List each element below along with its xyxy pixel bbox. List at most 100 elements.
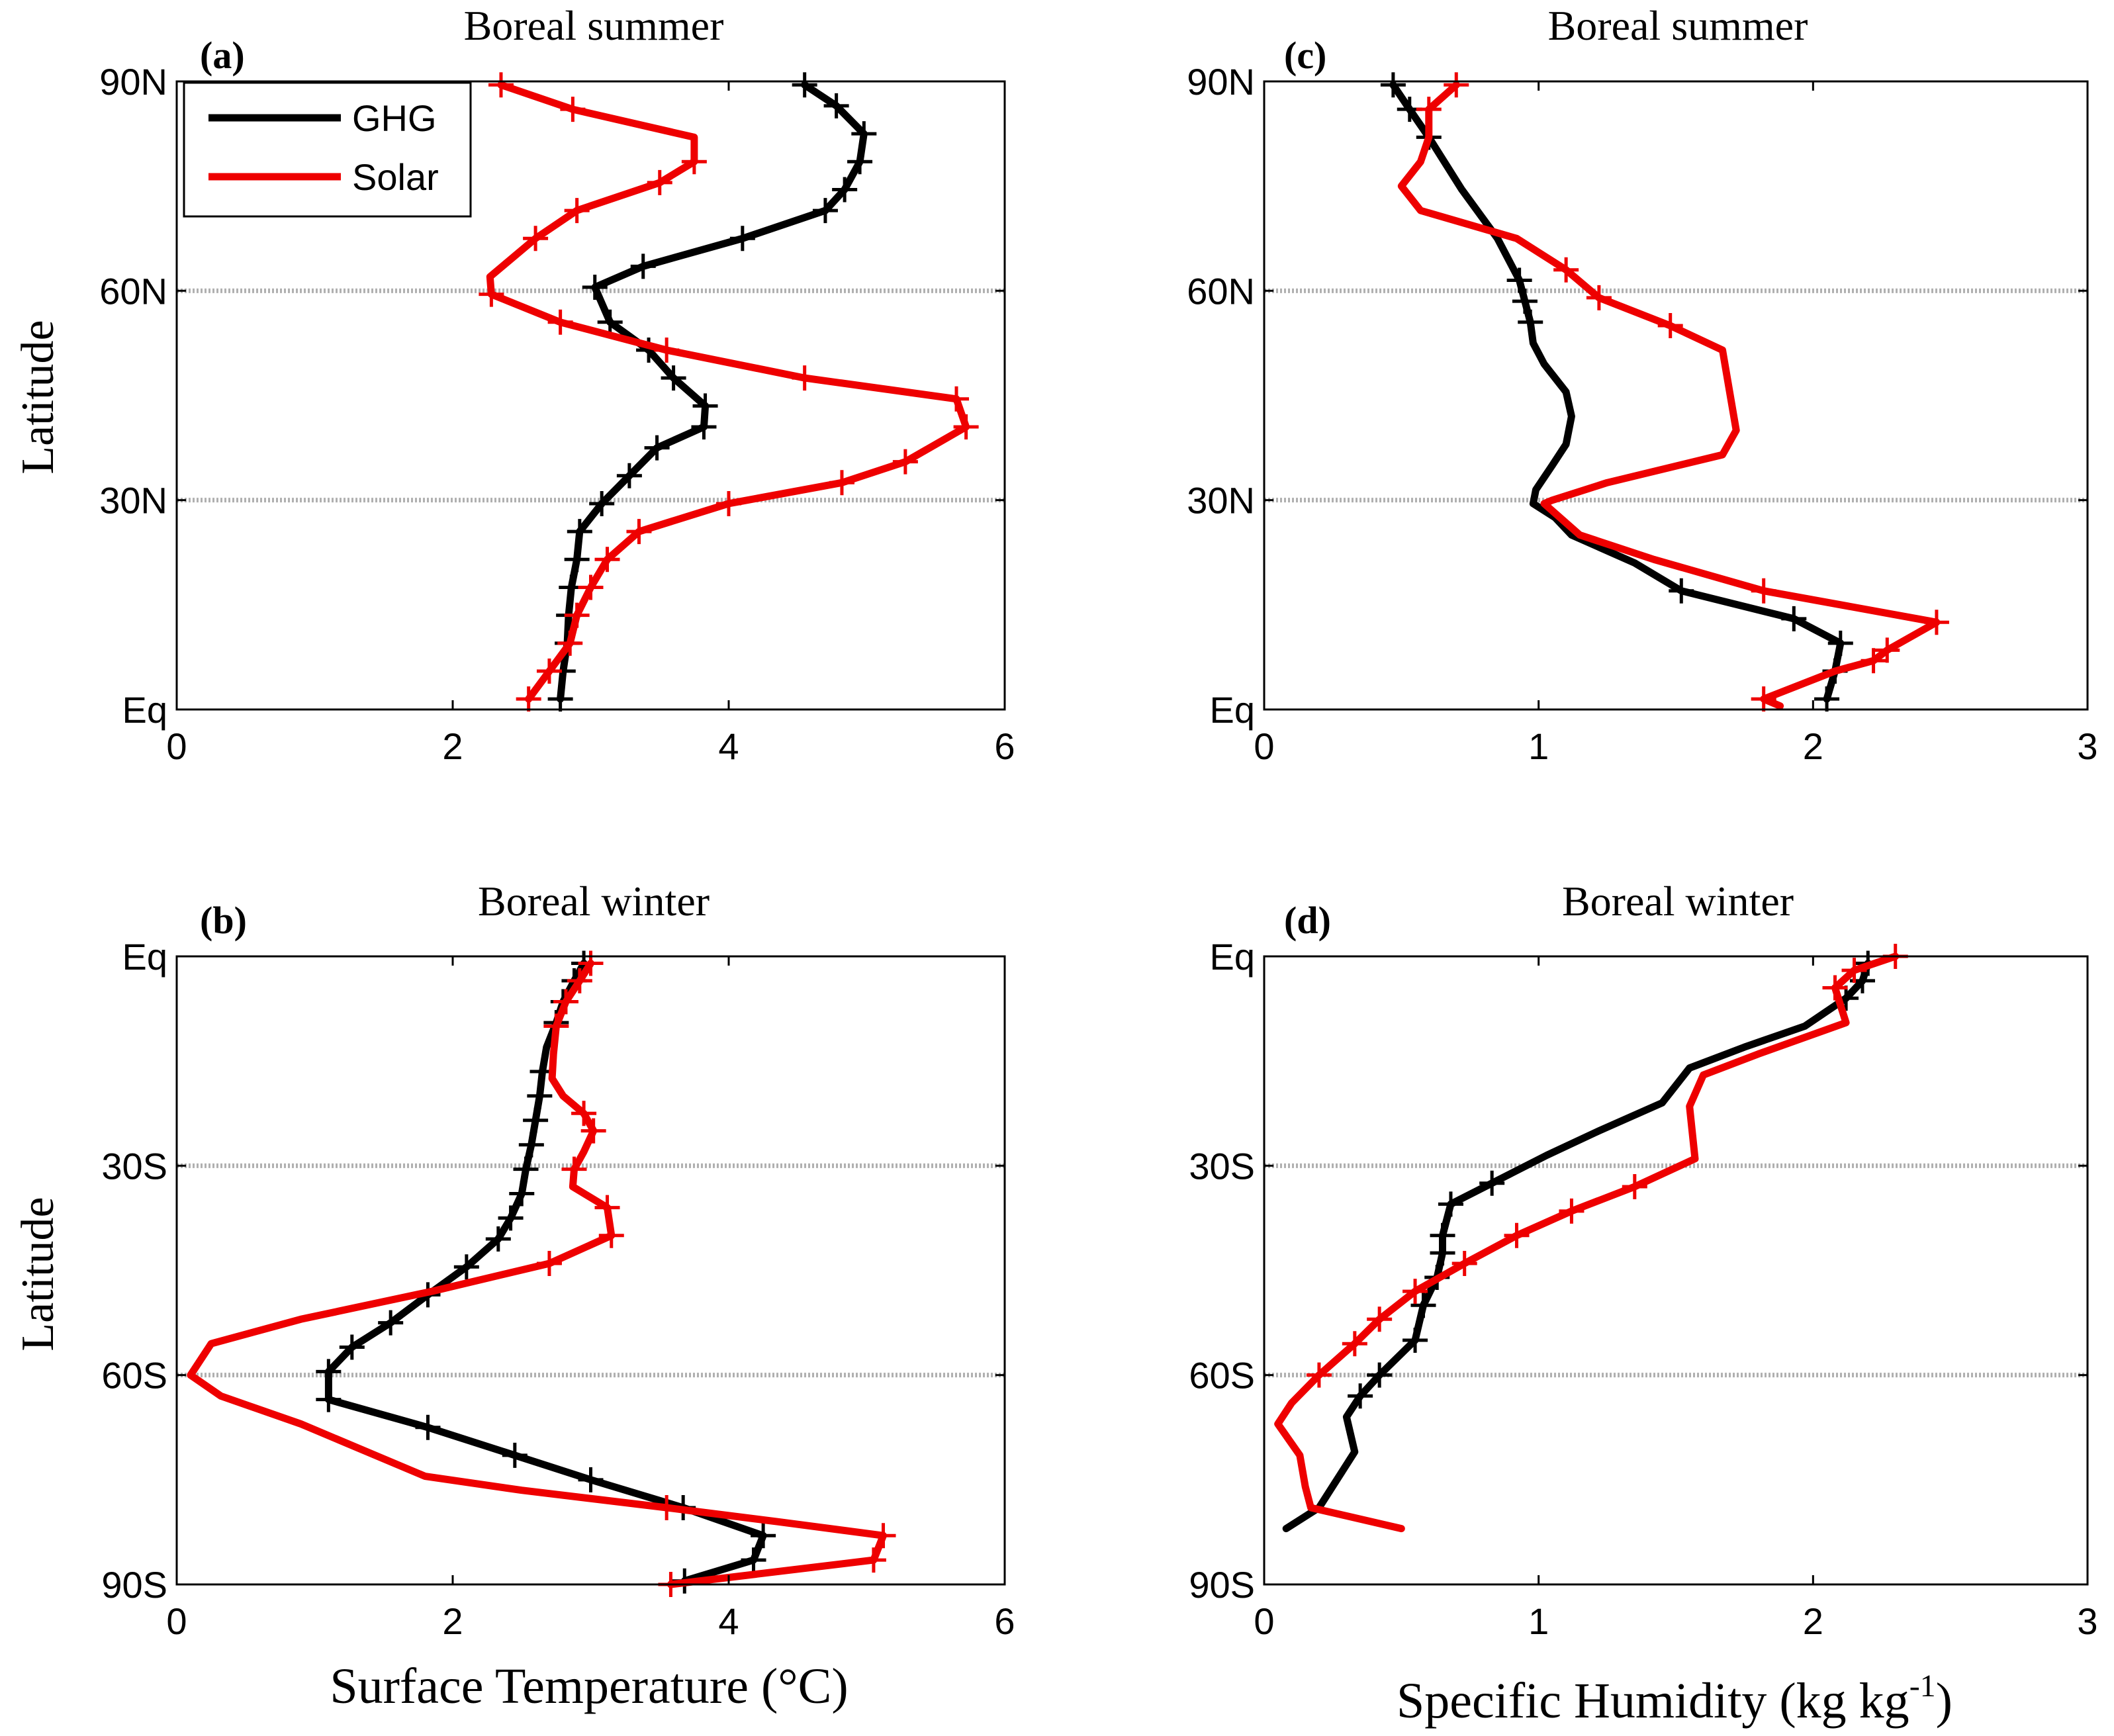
legend-box: [183, 81, 472, 218]
y-tick-label: 90S: [1189, 1564, 1255, 1606]
y-tick-label: 90S: [101, 1564, 167, 1606]
data-point-marker: [1306, 1362, 1332, 1388]
data-point-marker: [453, 1254, 479, 1280]
panel-a-label: (a): [200, 34, 245, 77]
data-point-marker: [564, 198, 590, 224]
data-point-marker: [1553, 257, 1579, 283]
x-tick-label: 0: [166, 1600, 187, 1642]
data-point-marker: [543, 1013, 569, 1039]
panel-b-title: Boreal winter: [478, 878, 710, 925]
y-axis-label-top: Latitude: [13, 320, 64, 474]
data-point-marker: [578, 950, 604, 976]
data-point-marker: [547, 686, 573, 712]
data-point-marker: [479, 281, 504, 307]
data-point-marker: [415, 1414, 441, 1440]
data-point-marker: [647, 169, 672, 195]
data-point-marker: [1751, 578, 1776, 604]
x-axis-label-humidity-main: Specific Humidity (kg kg: [1397, 1673, 1909, 1729]
data-point-marker: [536, 1250, 562, 1276]
data-point-marker: [1444, 72, 1469, 98]
data-point-marker: [1559, 1198, 1585, 1224]
data-point-marker: [741, 1547, 766, 1573]
x-tick-label: 1: [1528, 725, 1549, 767]
data-point-marker: [578, 1467, 604, 1492]
axes-box: [1263, 955, 2089, 1586]
panel-b: 0 2 4 6 90S 60S 30S Eq: [101, 936, 1015, 1642]
data-point-marker: [812, 198, 838, 224]
data-point-marker: [547, 309, 573, 335]
data-point-marker: [751, 1523, 776, 1549]
data-point-marker: [557, 630, 583, 656]
panel-c-title: Boreal summer: [1548, 2, 1808, 49]
data-point-marker: [1504, 1222, 1530, 1248]
series-line-solar: [486, 81, 970, 703]
x-tick-label: 0: [1254, 725, 1274, 767]
data-point-marker: [1669, 578, 1694, 604]
data-point-marker: [339, 1334, 365, 1360]
data-point-marker: [516, 686, 541, 712]
y-tick-label: 30N: [1187, 480, 1255, 522]
x-tick-label: 6: [994, 725, 1015, 767]
data-point-marker: [1438, 1191, 1463, 1217]
data-point-marker: [823, 93, 849, 118]
x-tick-label: 2: [1803, 725, 1823, 767]
data-point-marker: [523, 1107, 549, 1133]
legend-label-ghg: GHG: [352, 97, 437, 139]
data-point-marker: [661, 365, 686, 391]
data-point-marker: [616, 463, 642, 488]
panel-c: 0 1 2 3 Eq 30N 60N 90N: [1187, 61, 2097, 767]
data-point-marker: [571, 1101, 597, 1126]
data-point-marker: [582, 275, 608, 300]
axes-box: [175, 80, 1006, 711]
x-tick-label: 3: [2077, 1600, 2097, 1642]
data-point-marker: [564, 602, 590, 628]
data-point-marker: [1923, 610, 1949, 635]
x-tick-label: 0: [1254, 1600, 1274, 1642]
data-point-marker: [1367, 1362, 1393, 1388]
data-point-marker: [1861, 648, 1886, 674]
data-point-marker: [1512, 289, 1538, 314]
data-point-marker: [1380, 72, 1406, 98]
y-tick-label: 60S: [1189, 1355, 1255, 1396]
data-point-marker: [953, 414, 979, 439]
legend-label-solar: Solar: [352, 156, 439, 198]
data-point-marker: [564, 547, 590, 572]
data-point-marker: [892, 449, 918, 475]
x-axis-label-temperature: Surface Temperature (°C): [330, 1659, 848, 1714]
data-point-marker: [567, 519, 592, 545]
data-point-marker: [654, 337, 680, 363]
data-point-marker: [716, 490, 741, 516]
data-point-marker: [832, 177, 858, 203]
data-point-marker: [1751, 686, 1776, 712]
data-point-marker: [829, 470, 854, 496]
data-point-marker: [1874, 637, 1900, 663]
data-point-marker: [1479, 1170, 1505, 1196]
data-point-marker: [523, 226, 549, 251]
data-point-marker: [1822, 975, 1848, 1001]
data-point-marker: [1814, 686, 1840, 712]
data-point-marker: [578, 574, 604, 600]
data-point-marker: [527, 1083, 553, 1109]
x-tick-label: 3: [2077, 725, 2097, 767]
data-point-marker: [1518, 309, 1543, 335]
data-point-marker: [560, 97, 586, 122]
y-tick-label: 90N: [1187, 61, 1255, 103]
series-line-ghg: [324, 960, 767, 1585]
data-point-marker: [692, 393, 718, 419]
data-point-marker: [792, 72, 817, 98]
data-point-marker: [589, 490, 615, 516]
data-point-marker: [580, 1118, 606, 1144]
x-tick-label: 6: [994, 1600, 1015, 1642]
panel-d: 0 1 2 3 90S 60S 30S Eq: [1189, 936, 2097, 1642]
data-point-marker: [792, 365, 817, 391]
axes-box: [175, 955, 1006, 1586]
y-axis-label-bottom: Latitude: [13, 1197, 64, 1351]
data-point-marker: [316, 1359, 342, 1385]
x-tick-label: 2: [1803, 1600, 1823, 1642]
panel-d-title: Boreal winter: [1562, 878, 1794, 925]
data-point-marker: [1781, 606, 1807, 631]
data-point-marker: [729, 226, 755, 251]
x-tick-label: 4: [718, 1600, 739, 1642]
